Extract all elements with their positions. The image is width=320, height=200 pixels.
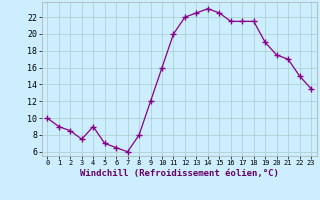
X-axis label: Windchill (Refroidissement éolien,°C): Windchill (Refroidissement éolien,°C) bbox=[80, 169, 279, 178]
